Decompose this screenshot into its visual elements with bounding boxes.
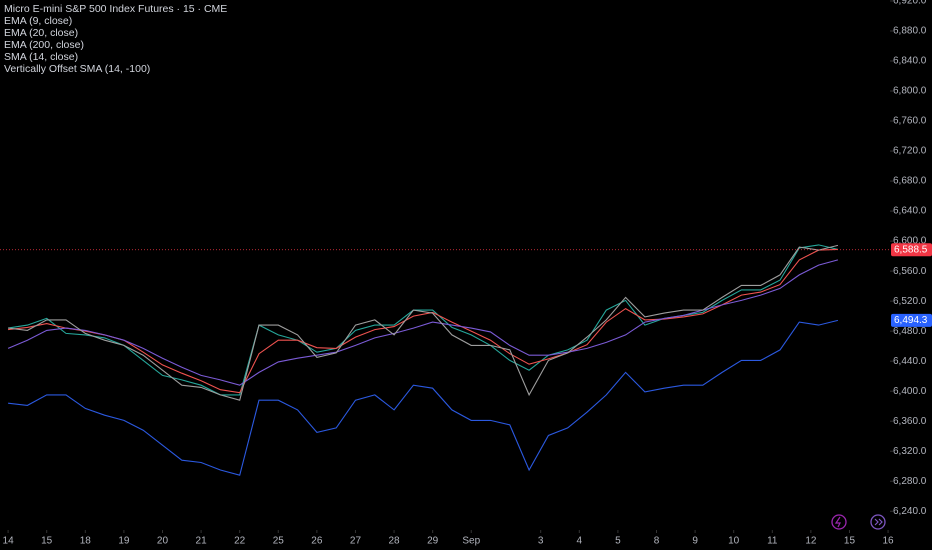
x-tick-label: 10 xyxy=(728,536,740,547)
x-tick-label: 8 xyxy=(654,536,660,547)
x-tick-label: 12 xyxy=(805,536,817,547)
legend-entry: EMA (20, close) xyxy=(4,27,78,39)
y-tick-label: 6,480.0 xyxy=(893,326,927,337)
x-tick-label: 22 xyxy=(234,536,246,547)
y-tick-label: 6,320.0 xyxy=(893,446,927,457)
y-tick-label: 6,440.0 xyxy=(893,356,927,367)
legend-entry: EMA (200, close) xyxy=(4,39,84,51)
y-tick-label: 6,880.0 xyxy=(893,26,927,37)
price-label-box xyxy=(891,243,932,257)
x-tick-label: 20 xyxy=(157,536,169,547)
x-tick-label: 15 xyxy=(844,536,856,547)
x-tick-label: 11 xyxy=(767,536,778,547)
x-tick-label: 14 xyxy=(3,536,15,547)
y-tick-label: 6,920.0 xyxy=(893,0,927,7)
x-tick-label: 15 xyxy=(41,536,53,547)
y-tick-label: 6,560.0 xyxy=(893,266,927,277)
y-tick-label: 6,680.0 xyxy=(893,176,927,187)
series-line xyxy=(8,244,839,401)
y-tick-label: 6,360.0 xyxy=(893,416,927,427)
x-tick-label: 16 xyxy=(883,536,895,547)
legend-entry: EMA (9, close) xyxy=(4,15,72,27)
y-tick-label: 6,520.0 xyxy=(893,296,927,307)
x-tick-label: 29 xyxy=(427,536,439,547)
alert-icon[interactable] xyxy=(831,514,847,530)
price-label: 6,494.3 xyxy=(894,315,928,326)
y-tick-label: 6,600.0 xyxy=(893,236,927,247)
jump-icon[interactable] xyxy=(870,514,886,530)
price-label: 6,588.5 xyxy=(894,244,928,255)
x-tick-label: 3 xyxy=(538,536,544,547)
x-tick-label: 26 xyxy=(311,536,323,547)
x-tick-label: 19 xyxy=(118,536,130,547)
x-tick-label: 28 xyxy=(388,536,400,547)
x-tick-label: 9 xyxy=(692,536,698,547)
y-tick-label: 6,240.0 xyxy=(893,506,927,517)
series-line xyxy=(8,319,839,476)
bottom-icons[interactable] xyxy=(831,514,886,530)
x-tick-label: 18 xyxy=(80,536,92,547)
y-tick-label: 6,400.0 xyxy=(893,386,927,397)
price-label-box xyxy=(891,313,932,327)
chart-title: Micro E-mini S&P 500 Index Futures · 15 … xyxy=(4,3,227,15)
y-tick-label: 6,800.0 xyxy=(893,86,927,97)
y-tick-label: 6,760.0 xyxy=(893,116,927,127)
jump-icon-glyph xyxy=(874,518,883,526)
x-tick-label: 4 xyxy=(577,536,583,547)
x-tick-label: 25 xyxy=(273,536,285,547)
legend-entry: Vertically Offset SMA (14, -100) xyxy=(4,63,150,75)
y-tick-label: 6,280.0 xyxy=(893,476,927,487)
x-tick-label: Sep xyxy=(462,536,480,547)
x-tick-label: 21 xyxy=(196,536,208,547)
series-line xyxy=(8,244,839,396)
series-line xyxy=(8,248,838,394)
alert-icon-glyph xyxy=(834,516,841,528)
series-line xyxy=(7,259,839,386)
x-tick-label: 27 xyxy=(350,536,362,547)
y-tick-label: 6,720.0 xyxy=(893,146,927,157)
y-tick-label: 6,840.0 xyxy=(893,56,927,67)
x-tick-label: 5 xyxy=(615,536,621,547)
legend-entry: SMA (14, close) xyxy=(4,51,78,63)
y-tick-label: 6,640.0 xyxy=(893,206,927,217)
